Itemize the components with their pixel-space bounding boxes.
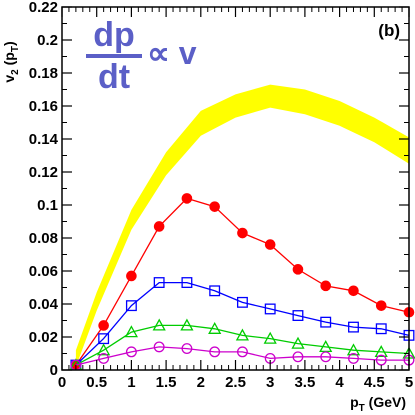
y-tick-label: 0.06: [29, 263, 58, 280]
y-tick-label: 0: [50, 362, 58, 379]
x-tick-label: 2.5: [225, 374, 246, 391]
data-point-open-triangle-1: [97, 343, 111, 356]
data-point-filled-circle-2: [126, 270, 137, 282]
formula-numerator: dp: [93, 16, 135, 54]
panel-label: (b): [378, 21, 400, 40]
series-line-open-triangle: [75, 324, 410, 366]
data-point-open-square-7: [264, 303, 276, 315]
x-tick-label: 3: [266, 374, 274, 391]
data-point-filled-circle-8: [292, 264, 304, 275]
yellow-band: [75, 84, 410, 367]
x-tick-label: 2: [197, 374, 205, 391]
data-point-open-triangle-3: [152, 318, 166, 331]
series-line-open-square: [75, 281, 410, 366]
data-point-open-square-10: [348, 321, 359, 333]
data-point-open-triangle-2: [124, 325, 138, 338]
x-tick-label: 1: [127, 374, 135, 391]
x-tick-label: 1.5: [156, 374, 177, 391]
formula-annotation: dp dt ∝ v: [86, 16, 197, 96]
y-tick-label: 0.2: [37, 32, 58, 49]
data-point-open-circle-9: [320, 351, 332, 363]
data-point-open-triangle-11: [374, 345, 388, 358]
x-axis-title: pT (GeV): [350, 394, 406, 414]
formula-denominator: dt: [98, 58, 130, 96]
series-line-open-circle: [75, 346, 409, 366]
y-tick-label: 0.08: [29, 230, 58, 247]
data-point-open-circle-3: [153, 341, 165, 353]
x-tick-label: 3.5: [294, 374, 315, 391]
data-point-open-triangle-4: [180, 318, 194, 331]
data-point-filled-circle-3: [153, 221, 165, 232]
data-point-open-circle-6: [236, 346, 248, 358]
x-tick-label: 0.5: [86, 374, 107, 391]
tick-labels: 0 0.5 1 1.5 2 2.5 3 3.5 4 4.5 5 0 0.02 0.04 0.06 0.08 0.…: [29, 0, 413, 391]
data-point-open-circle-11: [375, 354, 387, 366]
data-point-open-square-2: [125, 300, 137, 312]
data-point-open-circle-5: [209, 346, 221, 358]
data-point-open-circle-10: [348, 353, 359, 364]
data-point-open-circle-4: [181, 343, 193, 355]
yellow-band-layer: [75, 84, 410, 367]
x-tick-label: 5: [405, 374, 413, 391]
series-layer: [69, 193, 415, 371]
y-tick-label: 0.18: [29, 65, 58, 82]
x-tick-label: 4.5: [364, 374, 385, 391]
data-point-open-triangle-5: [208, 321, 222, 334]
x-tick-label: 0: [58, 374, 66, 391]
axis-ticks: [61, 6, 410, 371]
data-point-open-square-6: [236, 296, 248, 308]
y-tick-label: 0.02: [29, 329, 58, 346]
data-point-open-square-8: [292, 310, 304, 322]
data-point-filled-circle-1: [98, 320, 109, 331]
data-point-open-square-11: [375, 323, 387, 335]
data-point-open-triangle-7: [263, 331, 277, 344]
data-point-open-circle-2: [125, 346, 137, 358]
data-point-filled-circle-7: [264, 239, 276, 250]
data-point-filled-circle-6: [237, 227, 248, 239]
y-tick-label: 0.14: [29, 131, 59, 148]
data-point-filled-circle-10: [348, 285, 359, 297]
data-point-filled-circle-9: [320, 280, 332, 292]
y-tick-label: 0.22: [29, 0, 58, 16]
y-tick-label: 0.1: [37, 197, 58, 214]
data-point-open-square-4: [181, 277, 193, 289]
data-point-filled-circle-5: [209, 201, 220, 212]
y-axis-title: v2 (pT): [1, 41, 21, 82]
data-point-open-square-9: [320, 316, 332, 328]
data-point-open-circle-8: [292, 351, 304, 363]
data-point-open-triangle-10: [346, 343, 361, 356]
data-point-filled-circle-11: [375, 300, 387, 311]
y-tick-label: 0.12: [29, 164, 58, 181]
data-point-filled-circle-4: [181, 193, 193, 204]
data-point-open-triangle-6: [235, 328, 249, 341]
data-point-open-square-5: [209, 285, 221, 297]
data-point-open-circle-1: [98, 353, 110, 364]
data-point-open-triangle-8: [291, 336, 305, 349]
y-tick-label: 0.04: [29, 296, 59, 313]
x-tick-label: 4: [335, 374, 344, 391]
formula-relation: ∝ v: [147, 35, 197, 71]
data-point-open-square-3: [153, 277, 165, 289]
y-tick-label: 0.16: [29, 98, 58, 115]
